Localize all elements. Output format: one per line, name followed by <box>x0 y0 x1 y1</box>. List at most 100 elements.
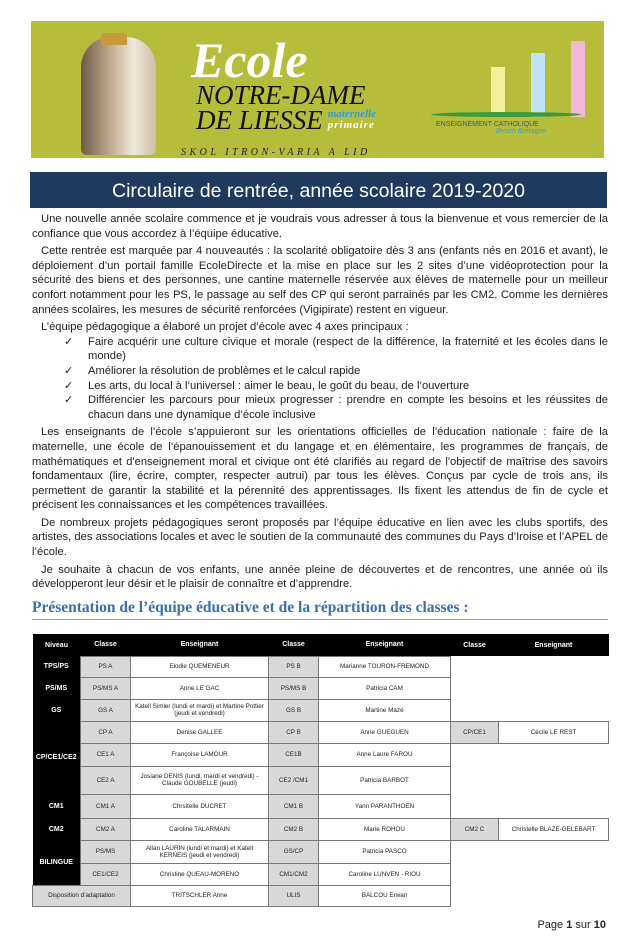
school-banner: Ecole NOTRE-DAME DE LIESSE maternelle pri… <box>31 21 604 158</box>
classe-cell: PS/MS A <box>80 676 131 700</box>
teacher-cell: Denise GALLEE <box>130 720 269 744</box>
page-number: Page 1 sur 10 <box>537 918 606 931</box>
empty-cell <box>451 743 609 766</box>
empty-cell <box>451 863 609 885</box>
classe-cell: GS B <box>268 698 319 722</box>
list-item: Les arts, du local à l’universel : aimer… <box>64 379 608 394</box>
banner-breton-name: SKOL ITRON-VARIA A LID <box>181 147 371 158</box>
teacher-cell: Chrsitelle DUCRET <box>130 793 269 819</box>
classe-cell: PS A <box>80 655 131 678</box>
table-row: CE2 A Josiane DENIS (lundi, mardi et ven… <box>33 765 609 795</box>
paragraph: De nombreux projets pédagogiques seront … <box>32 516 608 559</box>
teacher-cell: Patricia CAM <box>318 676 451 700</box>
classe-cell: ULIS <box>268 884 319 907</box>
empty-cell <box>451 794 609 818</box>
banner-name-line1: NOTRE-DAME <box>196 80 366 110</box>
classe-cell: CM1 B <box>268 793 319 819</box>
enseignement-catholique-logo <box>431 41 591 117</box>
teacher-cell: Anne GUEGUEN <box>318 720 451 744</box>
niveau-cell: CM2 <box>32 818 81 841</box>
table-row: GS GS A Katell Simler (lundi et mardi) e… <box>32 698 609 722</box>
classe-cell: CP B <box>268 720 319 744</box>
niveau-cell: Disposition d’adaptation <box>32 884 131 907</box>
teacher-cell: Elodie QUEMENEUR <box>130 655 269 678</box>
teacher-cell: Christine QUEAU-MORENO <box>130 862 269 886</box>
banner-name-line2-group: DE LIESSE maternelle primaire <box>196 107 376 134</box>
classe-cell: GS/CP <box>268 839 319 864</box>
classe-cell: CM1 A <box>80 793 131 819</box>
classe-cell: PS/MS <box>80 839 131 864</box>
classe-cell: CE1B <box>268 742 319 767</box>
empty-cell <box>451 656 609 677</box>
header-niveau: Niveau <box>32 633 81 657</box>
paragraph: Je souhaite à chacun de vos enfants, une… <box>32 563 608 591</box>
header-enseignant: Enseignant <box>318 633 451 657</box>
content-flow: Une nouvelle année scolaire commence et … <box>32 212 609 941</box>
table-row: TPS/PS PS A Elodie QUEMENEUR PS B Marian… <box>32 655 609 678</box>
teacher-cell: Cécile LE REST <box>498 720 609 744</box>
classe-cell: CM1/CM2 <box>268 862 319 886</box>
table-row: CM2 CM2 A Caroline TALARMAIN CM2 B Marie… <box>32 817 609 841</box>
logo-text: ENSEIGNEMENT CATHOLIQUE Breizh Bretagne <box>436 121 547 135</box>
divider <box>32 618 608 620</box>
niveau-cell: CM1 <box>32 794 81 819</box>
teacher-cell: Caroline TALARMAIN <box>130 817 269 841</box>
teacher-cell: Josiane DENIS (lundi, mardi et vendredi)… <box>130 765 269 795</box>
classe-cell: PS B <box>268 655 319 678</box>
teacher-cell: Martine Mazé <box>318 698 451 722</box>
banner-ecole: Ecole <box>191 32 308 88</box>
empty-cell <box>451 677 609 699</box>
empty-cell <box>451 699 609 721</box>
teacher-cell: Marianne TOURON-FREMOND <box>318 655 451 678</box>
classe-cell: GS A <box>80 698 131 722</box>
header-classe: Classe <box>80 633 131 657</box>
niveau-cell: CP/CE1/CE2 <box>32 721 81 795</box>
madonna-statue-image <box>81 33 156 155</box>
teacher-cell: Françoise LAMOUR <box>130 742 269 767</box>
classe-cell: CE2 /CM1 <box>268 765 319 795</box>
classe-cell: CP A <box>80 720 131 744</box>
header-enseignant: Enseignant <box>498 633 609 657</box>
classe-cell: PS/MS B <box>268 676 319 700</box>
teacher-cell: Anne LE GAC <box>130 676 269 700</box>
banner-school-name: NOTRE-DAME DE LIESSE maternelle primaire <box>196 80 376 134</box>
teacher-cell: BALCOU Erwan <box>318 884 451 907</box>
section-title: Présentation de l’équipe éducative et de… <box>32 598 469 616</box>
teacher-cell: Christelle BLAZE-GELEBART <box>498 817 609 841</box>
list-item: Différencier les parcours pour mieux pro… <box>64 393 608 422</box>
table-row: CM1 CM1 A Chrsitelle DUCRET CM1 B Yann P… <box>32 793 609 819</box>
paragraph: Les enseignants de l’école s’appuieront … <box>32 426 608 512</box>
axes-list: Faire acquérir une culture civique et mo… <box>32 335 608 423</box>
classe-cell: CP/CE1 <box>450 720 499 744</box>
table-row: PS/MS PS/MS A Anne LE GAC PS/MS B Patric… <box>32 676 609 700</box>
classe-cell: CE2 A <box>80 765 131 795</box>
paragraph: Cette rentrée est marquée par 4 nouveaut… <box>32 245 608 316</box>
niveau-cell: BILINGUE <box>32 840 81 886</box>
paragraph: L’équipe pédagogique a élaboré un projet… <box>41 321 409 334</box>
header-classe: Classe <box>450 633 499 657</box>
table-row: CP/CE1/CE2 CP A Denise GALLEE CP B Anne … <box>32 720 609 795</box>
header-enseignant: Enseignant <box>130 633 269 657</box>
classe-cell: CM2 B <box>268 817 319 841</box>
classe-cell: CM2 A <box>80 817 131 841</box>
teacher-cell: Patricia BARBOT <box>318 765 451 795</box>
teacher-cell: Caroline LUNVEN - RIOU <box>318 862 451 886</box>
table-row: CE1/CE2 Christine QUEAU-MORENO CM1/CM2 C… <box>33 862 609 886</box>
table-row: Disposition d’adaptation TRITSCHLER Anne… <box>32 884 609 907</box>
teacher-cell: TRITSCHLER Anne <box>130 884 269 907</box>
teacher-cell: Yann PARANTHOEN <box>318 793 451 819</box>
empty-cell <box>451 840 609 863</box>
classe-cell: CE1 A <box>80 742 131 767</box>
teacher-cell: Marie ROHOU <box>318 817 451 841</box>
page-title: Circulaire de rentrée, année scolaire 20… <box>30 172 607 208</box>
niveau-cell: TPS/PS <box>32 656 81 678</box>
list-item: Améliorer la résolution de problèmes et … <box>64 364 608 379</box>
class-table: Niveau Classe Enseignant Classe Enseigna… <box>32 633 609 907</box>
table-header-row: Niveau Classe Enseignant Classe Enseigna… <box>32 633 609 657</box>
list-item: Faire acquérir une culture civique et mo… <box>64 335 608 364</box>
header-classe: Classe <box>268 633 319 657</box>
table-row: CE1 A Françoise LAMOUR CE1B Anne Laure F… <box>33 742 609 767</box>
letter-body: Une nouvelle année scolaire commence et … <box>32 212 608 592</box>
paragraph: Une nouvelle année scolaire commence et … <box>32 213 608 240</box>
teacher-cell: Patricia PASCO <box>318 839 451 864</box>
